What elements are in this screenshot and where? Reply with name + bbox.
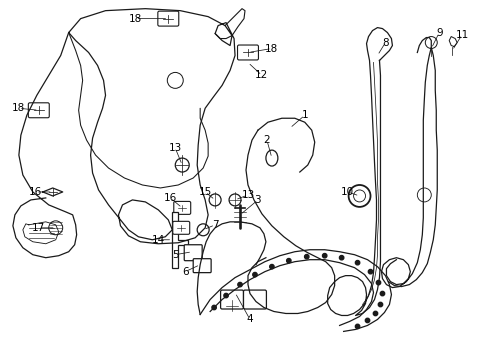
Polygon shape	[172, 212, 188, 268]
Circle shape	[355, 261, 360, 265]
Text: 18: 18	[129, 14, 142, 24]
Circle shape	[253, 273, 257, 277]
Circle shape	[270, 265, 274, 269]
FancyBboxPatch shape	[220, 290, 244, 309]
Circle shape	[355, 324, 360, 329]
Text: 16: 16	[164, 193, 177, 203]
Text: 3: 3	[255, 195, 261, 205]
FancyBboxPatch shape	[184, 245, 202, 261]
FancyBboxPatch shape	[174, 201, 191, 214]
Circle shape	[322, 253, 327, 258]
Text: 17: 17	[32, 223, 46, 233]
Text: 13: 13	[242, 190, 255, 200]
Text: 5: 5	[172, 250, 178, 260]
Text: 7: 7	[212, 220, 219, 230]
Circle shape	[380, 291, 385, 296]
FancyBboxPatch shape	[193, 259, 211, 273]
Circle shape	[368, 269, 373, 274]
Circle shape	[305, 255, 309, 259]
FancyBboxPatch shape	[244, 290, 267, 309]
Circle shape	[238, 282, 242, 287]
Text: 2: 2	[264, 135, 270, 145]
Text: 12: 12	[255, 71, 269, 80]
Text: 1: 1	[301, 110, 308, 120]
Text: 15: 15	[198, 187, 212, 197]
Text: 18: 18	[12, 103, 25, 113]
Text: 9: 9	[436, 28, 442, 37]
FancyBboxPatch shape	[158, 11, 179, 26]
Circle shape	[376, 280, 381, 285]
FancyBboxPatch shape	[28, 103, 49, 118]
Circle shape	[212, 305, 216, 310]
Circle shape	[373, 311, 378, 316]
Circle shape	[366, 318, 370, 323]
Text: 14: 14	[152, 235, 165, 245]
Text: 4: 4	[246, 314, 253, 324]
Circle shape	[224, 293, 228, 298]
Text: 10: 10	[341, 187, 354, 197]
FancyBboxPatch shape	[173, 221, 190, 234]
FancyBboxPatch shape	[238, 45, 258, 60]
Circle shape	[287, 258, 291, 263]
Text: 13: 13	[169, 143, 182, 153]
Circle shape	[340, 256, 344, 260]
Text: 16: 16	[29, 187, 43, 197]
Text: 18: 18	[265, 44, 278, 54]
Circle shape	[378, 302, 383, 307]
Text: 8: 8	[382, 37, 389, 48]
Text: 6: 6	[182, 267, 189, 276]
Text: 11: 11	[456, 30, 469, 40]
